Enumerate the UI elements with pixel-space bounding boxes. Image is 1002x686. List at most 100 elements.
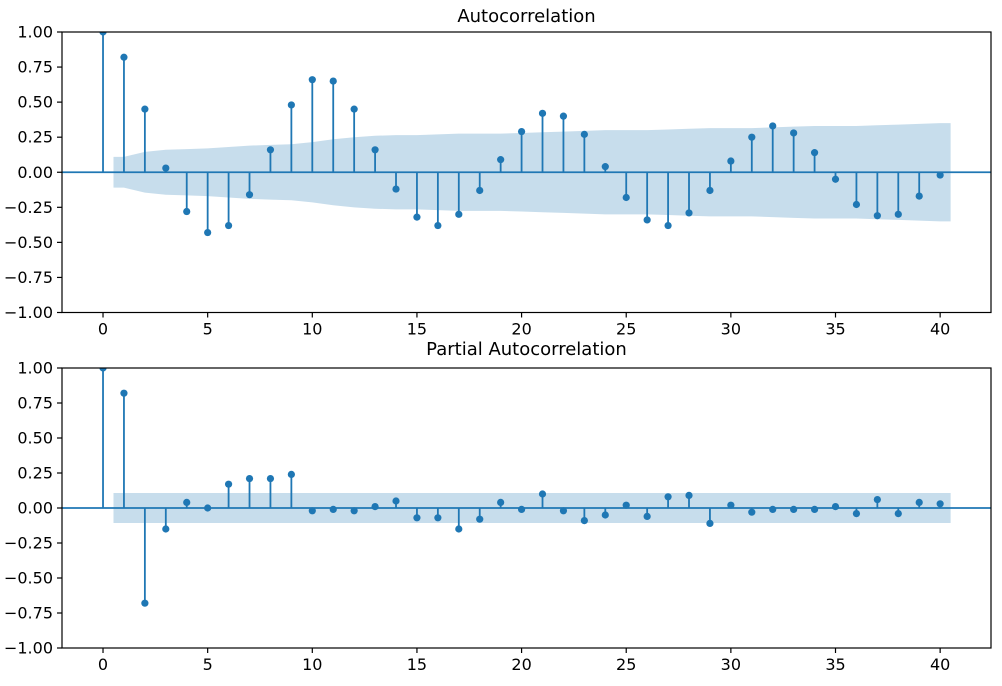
stem-marker [434,221,442,230]
stem-marker [538,490,547,498]
stem-marker [287,101,295,109]
x-tick-label: 35 [825,655,845,674]
y-tick-label: −0.50 [4,233,53,252]
stem-marker [162,164,170,172]
stem-marker [497,498,505,506]
stem-marker [538,109,547,117]
stem-marker [434,514,442,522]
x-tick-label: 30 [721,655,741,674]
x-tick-label: 40 [930,320,950,339]
stem-marker [413,514,421,522]
stem-marker [266,146,275,154]
y-tick-label: 0.25 [17,128,53,147]
stem-marker [790,129,798,137]
stem-marker [183,498,191,506]
stem-marker [936,171,944,179]
x-tick-label: 5 [203,320,213,339]
stem-marker [748,133,756,141]
stem-marker [455,210,463,218]
stem-marker [141,105,149,113]
y-tick-label: 0.50 [17,93,53,112]
stem-marker [622,193,630,202]
stem-marker [392,185,400,193]
acf-plot-title: Autocorrelation [457,6,596,27]
stem-marker [517,505,526,513]
stem-marker [245,191,254,199]
stem-marker [476,186,484,195]
acf-plot-area [62,32,991,237]
stem-marker [664,493,672,501]
stem-marker [622,501,630,509]
x-tick-label: 15 [407,655,427,674]
stem-marker [183,207,191,216]
stem-marker [580,130,588,138]
stem-marker [643,216,651,224]
stem-marker [894,210,902,218]
stem-marker [308,76,316,84]
stem-marker [601,511,609,519]
stem-marker [559,507,568,515]
stem-marker [99,368,107,372]
y-tick-label: −0.25 [4,534,53,553]
stem-marker [894,509,902,518]
stem-marker [810,505,819,513]
y-tick-label: −0.75 [4,604,53,623]
x-tick-label: 25 [616,655,636,674]
x-tick-label: 10 [302,320,322,339]
stem-marker [769,505,777,513]
stem-marker [831,175,840,183]
y-tick-label: 1.00 [17,23,53,42]
stem-marker [204,504,212,512]
y-tick-label: −1.00 [4,639,53,658]
pacf-plot-title: Partial Autocorrelation [426,339,627,360]
stem-marker [769,122,777,130]
x-tick-label: 25 [616,320,636,339]
x-tick-label: 10 [302,655,322,674]
x-tick-label: 15 [407,320,427,339]
stem-marker [852,200,861,209]
y-tick-label: −1.00 [4,303,53,322]
stem-marker [790,505,798,513]
stem-marker [350,105,358,113]
x-tick-label: 0 [98,320,108,339]
x-tick-label: 30 [721,320,741,339]
stem-marker [266,475,275,483]
stem-marker [727,501,735,509]
stem-marker [371,503,379,511]
stem-marker [580,517,588,525]
y-tick-label: 0.50 [17,429,53,448]
stem-marker [873,496,881,504]
stem-marker [141,599,149,607]
x-tick-label: 20 [511,655,531,674]
stem-marker [224,480,233,488]
stem-marker [873,212,881,220]
stem-marker [559,112,568,120]
y-tick-label: 1.00 [17,359,53,378]
x-tick-label: 20 [511,320,531,339]
stem-marker [706,186,714,195]
stem-marker [224,221,233,230]
y-tick-label: 0.75 [17,58,53,77]
stem-marker [329,77,337,85]
x-tick-label: 0 [98,655,108,674]
y-tick-label: 0.75 [17,394,53,413]
stem-marker [455,525,463,533]
stem-marker [329,505,337,513]
stem-marker [831,503,840,511]
stem-marker [245,475,254,483]
stem-marker [204,228,212,237]
stem-marker [287,470,295,478]
stem-marker [685,209,693,217]
stem-marker [748,508,756,516]
stem-marker [706,519,714,528]
stem-marker [810,149,819,157]
stem-marker [915,192,923,200]
stem-marker [497,156,505,164]
stem-marker [371,146,379,154]
stem-marker [476,515,484,523]
stem-marker [308,507,316,515]
stem-marker [350,507,358,515]
stem-marker [99,32,107,36]
